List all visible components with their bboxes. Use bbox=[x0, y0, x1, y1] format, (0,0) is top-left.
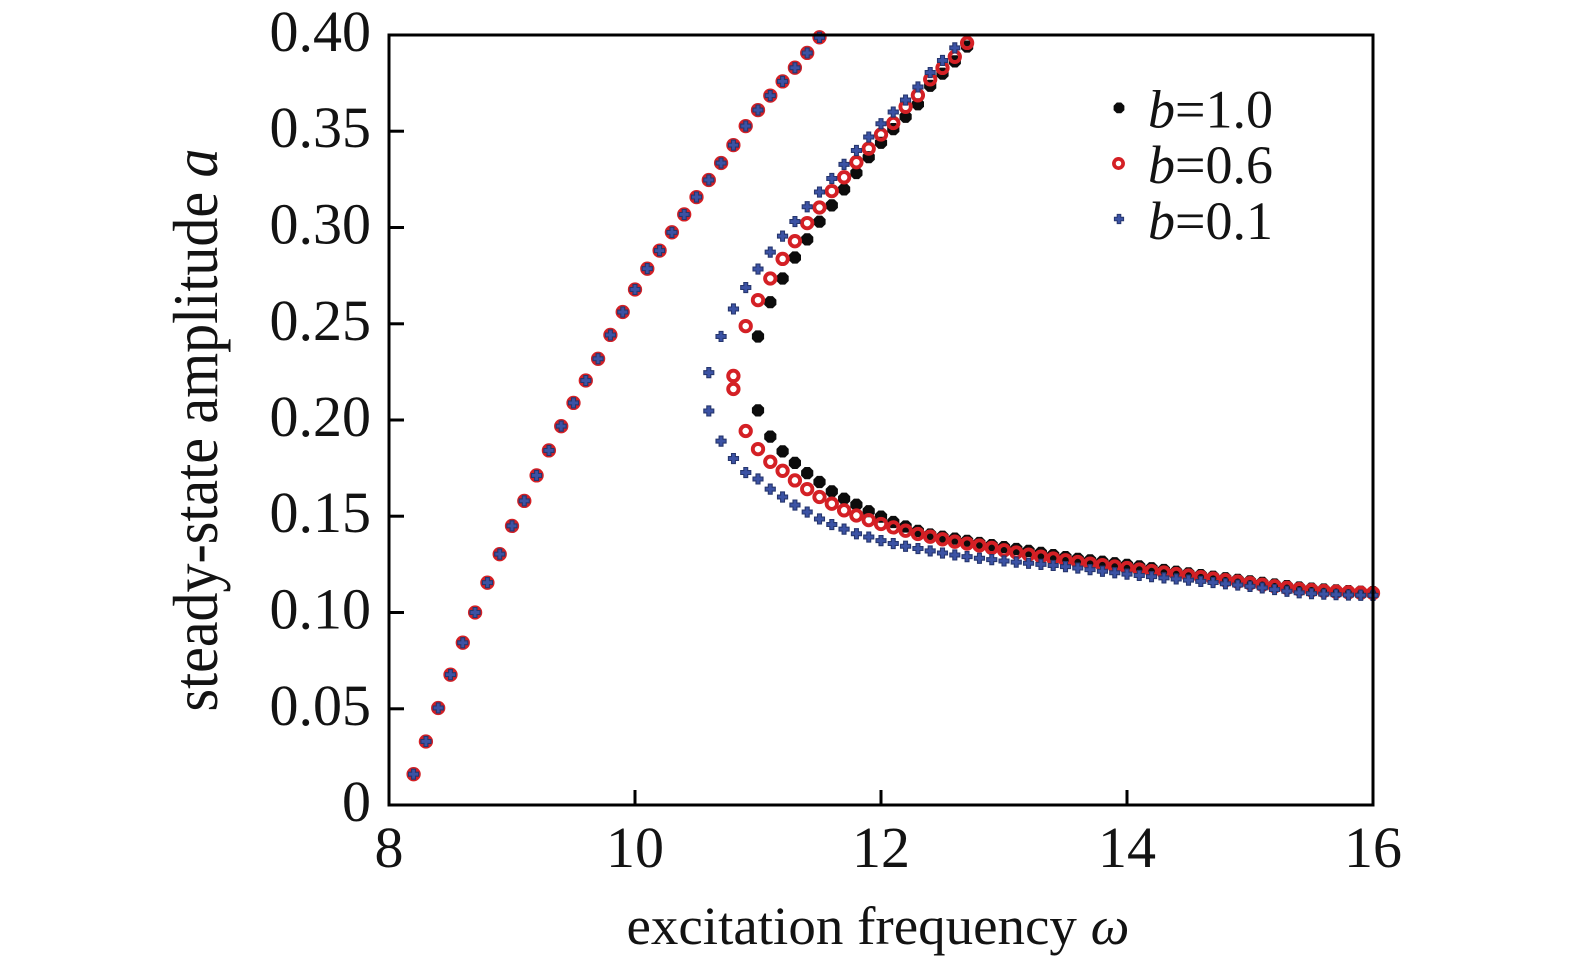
svg-text:0.30: 0.30 bbox=[270, 192, 372, 257]
svg-text:0: 0 bbox=[342, 769, 371, 834]
svg-text:0.15: 0.15 bbox=[270, 480, 372, 545]
svg-text:10: 10 bbox=[606, 815, 664, 880]
svg-text:14: 14 bbox=[1098, 815, 1156, 880]
svg-text:steady-state amplitude a: steady-state amplitude a bbox=[161, 148, 231, 711]
svg-text:0.10: 0.10 bbox=[270, 577, 372, 642]
svg-text:b=1.0: b=1.0 bbox=[1148, 80, 1273, 140]
svg-text:16: 16 bbox=[1344, 815, 1402, 880]
svg-text:b=0.1: b=0.1 bbox=[1148, 191, 1273, 251]
svg-text:0.20: 0.20 bbox=[270, 384, 372, 449]
svg-text:8: 8 bbox=[375, 815, 404, 880]
svg-text:0.25: 0.25 bbox=[270, 288, 372, 353]
svg-text:0.05: 0.05 bbox=[270, 673, 372, 738]
svg-text:excitation frequency ω: excitation frequency ω bbox=[627, 895, 1130, 956]
svg-text:12: 12 bbox=[852, 815, 910, 880]
svg-text:0.40: 0.40 bbox=[270, 0, 372, 64]
svg-text:b=0.6: b=0.6 bbox=[1148, 135, 1273, 195]
svg-text:0.35: 0.35 bbox=[270, 95, 372, 160]
